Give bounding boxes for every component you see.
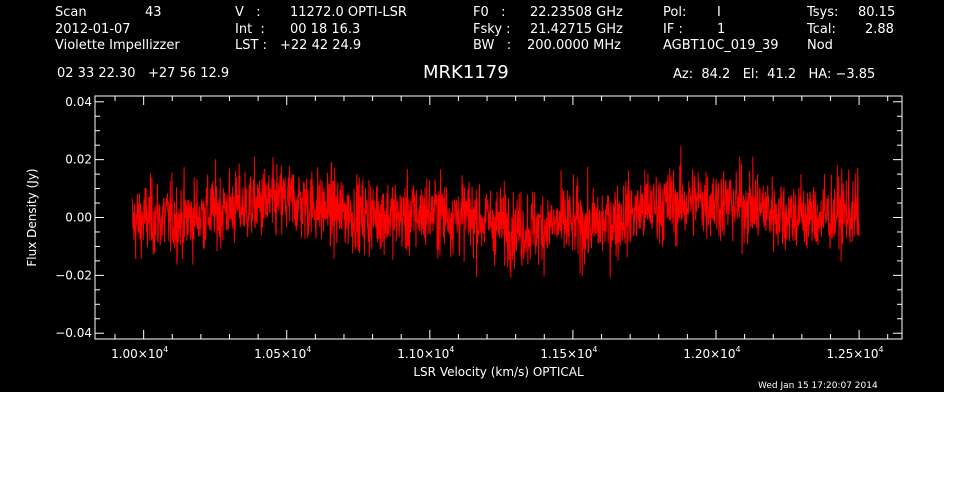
x-axis-label: LSR Velocity (km/s) OPTICAL <box>413 365 584 379</box>
lst-label: LST : <box>235 38 267 53</box>
observer-name: Violette Impellizzer <box>55 38 180 53</box>
plot-panel: Scan 43 2012-01-07 Violette Impellizzer … <box>0 0 944 392</box>
fsky-value: 21.42715 GHz <box>530 22 623 37</box>
if-value: 1 <box>717 22 726 37</box>
x-tick-exponent: 4 <box>735 345 740 354</box>
x-tick-label: 1.25×104 <box>827 345 884 361</box>
bw-value: 200.0000 MHz <box>527 38 621 53</box>
project-id: AGBT10C_019_39 <box>663 38 779 53</box>
x-tick-label: 1.20×104 <box>683 345 740 361</box>
spectrum-chart: 1.00×104 1.05×104 1.10×104 1.15×104 1.20×104… <box>25 95 903 379</box>
y-tick-label: 0.02 <box>65 153 92 167</box>
y-tick-label: −0.02 <box>55 268 92 282</box>
az-el-ha: Az: 84.2 El: 41.2 HA: −3.85 <box>673 67 876 82</box>
y-axis-label: Flux Density (Jy) <box>25 168 39 266</box>
x-tick-label: 1.00×104 <box>111 345 168 361</box>
f0-label: F0 : <box>473 5 506 20</box>
scan-value: 43 <box>145 5 162 20</box>
lst-value: +22 42 24.9 <box>280 38 362 53</box>
y-tick-label: −0.04 <box>55 326 92 340</box>
x-tick-exponent: 4 <box>306 345 311 354</box>
velocity-value: 11272.0 OPTI-LSR <box>290 5 407 20</box>
timestamp: Wed Jan 15 17:20:07 2014 <box>758 381 878 391</box>
x-tick-exponent: 4 <box>449 345 454 354</box>
plot-frame <box>94 95 903 340</box>
obs-date: 2012-01-07 <box>55 22 131 37</box>
pol-label: Pol: <box>663 5 687 20</box>
spectrum-trace <box>131 146 860 278</box>
tcal-label: Tcal: <box>807 22 836 37</box>
bw-label: BW : <box>473 38 512 53</box>
source-title: MRK1179 <box>423 62 509 83</box>
source-coords: 02 33 22.30 +27 56 12.9 <box>57 66 230 81</box>
tcal-value: 2.88 <box>865 22 894 37</box>
x-tick-label: 1.05×104 <box>254 345 311 361</box>
x-tick-exponent: 4 <box>879 345 884 354</box>
x-tick-exponent: 4 <box>592 345 597 354</box>
int-value: 00 18 16.3 <box>290 22 361 37</box>
tsys-label: Tsys: <box>807 5 839 20</box>
y-tick-label: 0.04 <box>65 95 92 109</box>
x-tick-exponent: 4 <box>163 345 168 354</box>
fsky-label: Fsky : <box>473 22 511 37</box>
int-label: Int : <box>235 22 265 37</box>
velocity-label: V : <box>235 5 261 20</box>
if-label: IF : <box>663 22 683 37</box>
f0-value: 22.23508 GHz <box>530 5 623 20</box>
pol-value: I <box>717 5 721 20</box>
obs-mode: Nod <box>807 38 833 53</box>
scan-label: Scan <box>55 5 87 20</box>
x-tick-label: 1.10×104 <box>397 345 454 361</box>
x-tick-label: 1.15×104 <box>540 345 597 361</box>
y-tick-label: 0.00 <box>65 211 92 225</box>
tsys-value: 80.15 <box>858 5 896 20</box>
